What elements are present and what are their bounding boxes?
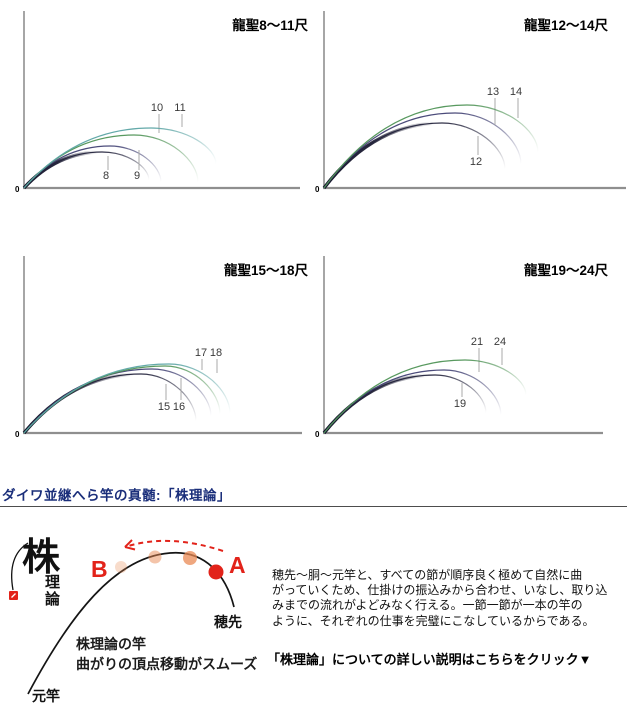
logo-seal-mark [11, 593, 16, 598]
rod-curve-tip-24 [464, 359, 527, 396]
curve-label-9: 9 [134, 170, 140, 182]
logo-flourish-curve [11, 542, 29, 591]
bend-chart-19-24: 龍聖19〜24尺 0 19 21 24 [314, 249, 626, 445]
rod-curve-tip-8 [101, 151, 150, 181]
apex-dot-faded-3 [115, 561, 127, 573]
rod-curve-15 [23, 373, 142, 434]
rod-curve-24 [323, 359, 466, 434]
origin-label: 0 [15, 430, 20, 439]
curve-label-24: 24 [494, 336, 506, 348]
curve-label-18: 18 [210, 347, 222, 359]
chart-title: 龍聖15〜18尺 [224, 262, 309, 278]
rod-curve-16 [23, 368, 153, 434]
rod-curve-tip-13 [454, 112, 522, 165]
curve-label-12: 12 [470, 156, 482, 168]
rod-curve-tip-16 [151, 368, 212, 417]
bend-chart-canvas: 龍聖15〜18尺 0 15 16 17 18 [15, 256, 309, 439]
curve-label-11: 11 [174, 102, 185, 114]
origin-label: 0 [315, 185, 320, 194]
curve-label-15: 15 [158, 401, 170, 413]
bend-chart-canvas: 龍聖12〜14尺 0 12 13 14 [315, 11, 627, 194]
rod-curve-tip-17 [164, 365, 221, 415]
rod-butt-bundle [22, 372, 142, 435]
rod-curve-10 [23, 134, 135, 189]
section-heading: ダイワ並継へら竿の真髄:「株理論」 [2, 488, 231, 503]
curve-label-8: 8 [103, 170, 109, 182]
curve-label-21: 21 [471, 336, 483, 348]
rod-curve-tip-15 [140, 373, 197, 422]
point-b-label: B [91, 556, 108, 582]
rod-curve-tip-10 [133, 134, 199, 183]
rod-curve-tip-14 [466, 104, 539, 153]
chart-title: 龍聖19〜24尺 [524, 262, 609, 278]
arrowhead-icon [124, 539, 136, 551]
diagram-caption-line1: 株理論の竿 [76, 636, 146, 652]
chart-title: 龍聖12〜14尺 [524, 17, 609, 33]
chart-title: 龍聖8〜11尺 [232, 17, 308, 33]
theory-detail-link[interactable]: 「株理論」についての詳しい説明はこちらをクリック▼ [267, 652, 592, 667]
theory-paragraph: 穂先〜胴〜元竿と、すべての節が順序良く極めて自然に曲 がっていくため、仕掛けの振… [272, 568, 608, 628]
bend-chart-15-18: 龍聖15〜18尺 0 15 16 17 18 [14, 249, 326, 445]
origin-label: 0 [315, 430, 320, 439]
point-a-label: A [229, 552, 246, 578]
curve-label-16: 16 [173, 401, 185, 413]
apex-dot-faded-1 [183, 551, 197, 565]
curve-label-19: 19 [454, 398, 466, 410]
origin-label: 0 [15, 185, 20, 194]
rod-curve-tip-21 [443, 369, 502, 416]
apex-dot-a [208, 564, 224, 580]
rod-curve-18 [23, 363, 170, 434]
rod-curve-tip-12 [441, 122, 506, 170]
rod-butt-label: 元竿 [32, 688, 60, 704]
curve-label-10: 10 [151, 102, 163, 114]
curve-label-17: 17 [195, 347, 207, 359]
bend-chart-canvas: 龍聖19〜24尺 0 19 21 24 [315, 256, 609, 439]
kabu-logo-sub1: 理 [45, 574, 60, 591]
bend-chart-8-11: 龍聖8〜11尺 0 8 9 10 11 [14, 4, 326, 200]
rod-tip-label: 穂先 [214, 614, 242, 630]
curve-label-14: 14 [510, 86, 522, 98]
rod-curve-17 [23, 365, 166, 434]
rod-curve-tip-11 [150, 127, 217, 165]
curve-label-13: 13 [487, 86, 499, 98]
bend-chart-canvas: 龍聖8〜11尺 0 8 9 10 11 [15, 11, 308, 194]
rod-curve-21 [323, 369, 445, 434]
bend-chart-12-14: 龍聖12〜14尺 0 12 13 14 [314, 4, 627, 200]
rod-curve-11 [23, 127, 152, 189]
rod-curve-tip-18 [168, 363, 231, 414]
apex-dot-faded-2 [148, 550, 162, 564]
apex-move-arrow [124, 539, 224, 552]
diagram-caption-line2: 曲がりの頂点移動がスムーズ [76, 656, 257, 672]
kabu-logo-kanji: 株 [22, 537, 61, 579]
rod-curve-14 [323, 104, 468, 189]
heading-divider [0, 506, 627, 507]
kabu-theory-diagram: 株 理 論 B A 穂先 元竿 株理論の竿 曲がりの頂点移動がスムーズ [9, 537, 257, 704]
rod-curve-tip-9 [109, 145, 162, 183]
rod-curve-tip-19 [434, 374, 487, 414]
kabu-logo-sub2: 論 [45, 590, 61, 608]
